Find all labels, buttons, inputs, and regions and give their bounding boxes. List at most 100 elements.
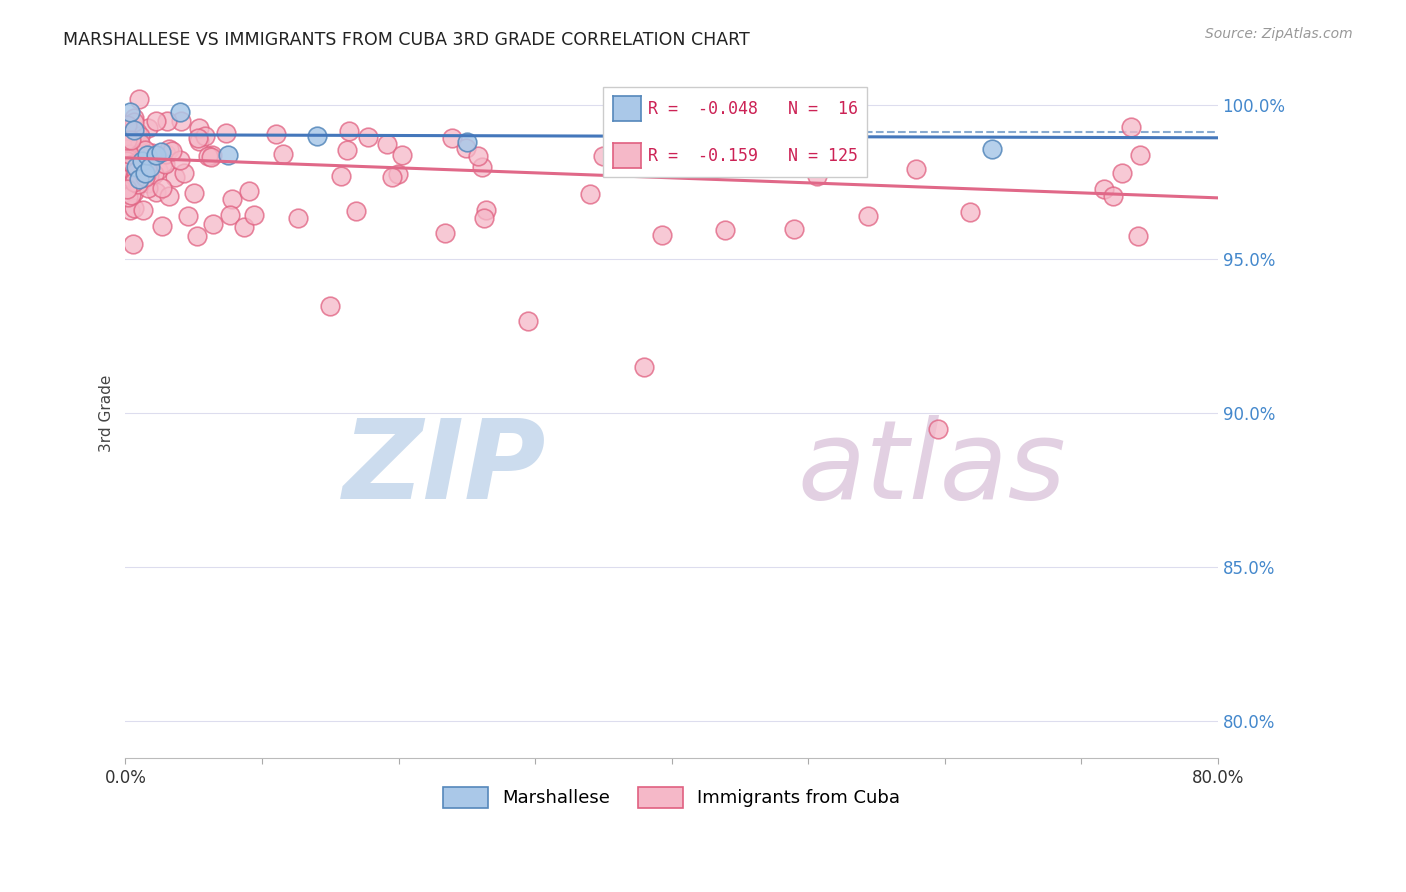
Point (471, 160, 494, 174)
Point (145, 147, 167, 161)
Point (124, 111, 146, 125)
Point (118, 104, 141, 119)
Point (124, 114, 146, 128)
Point (232, 220, 254, 235)
Point (1129, 148, 1152, 162)
Point (456, 136, 478, 150)
Point (177, 209, 200, 223)
Point (592, 149, 614, 163)
Point (221, 193, 243, 207)
Point (121, 237, 143, 252)
Point (136, 147, 159, 161)
Point (1126, 229, 1149, 244)
Point (138, 163, 160, 178)
Point (132, 202, 155, 217)
Point (157, 142, 180, 156)
Point (129, 129, 152, 144)
Point (305, 129, 328, 144)
Point (319, 299, 342, 313)
Point (155, 157, 177, 171)
Point (115, 153, 138, 168)
Point (138, 169, 160, 184)
Point (120, 170, 142, 185)
Point (202, 217, 225, 231)
Point (375, 136, 398, 151)
Point (122, 201, 145, 215)
Point (131, 169, 153, 183)
Point (217, 147, 239, 161)
Point (579, 187, 602, 202)
Point (783, 221, 806, 235)
Text: MARSHALLESE VS IMMIGRANTS FROM CUBA 3RD GRADE CORRELATION CHART: MARSHALLESE VS IMMIGRANTS FROM CUBA 3RD … (63, 31, 749, 49)
Point (187, 121, 209, 136)
Point (173, 166, 195, 180)
Point (287, 211, 309, 225)
Point (651, 227, 673, 242)
Text: R =  -0.048   N =  16: R = -0.048 N = 16 (648, 100, 858, 118)
Point (454, 141, 477, 155)
Point (128, 172, 150, 186)
Point (134, 166, 156, 180)
Point (472, 211, 495, 226)
Point (200, 150, 222, 164)
Point (858, 209, 880, 223)
Point (187, 130, 209, 145)
Point (517, 314, 540, 328)
Point (238, 184, 260, 198)
Point (128, 136, 150, 151)
Point (219, 207, 242, 221)
Point (1092, 181, 1115, 195)
Point (799, 160, 821, 174)
Point (118, 159, 141, 173)
Point (120, 187, 142, 202)
Point (150, 181, 173, 195)
Point (754, 156, 776, 170)
Point (1119, 120, 1142, 135)
Point (125, 129, 148, 144)
Point (357, 130, 380, 145)
Text: ZIP: ZIP (343, 415, 546, 522)
Point (115, 118, 138, 132)
Point (120, 133, 142, 147)
Point (117, 190, 139, 204)
Point (125, 160, 148, 174)
Text: atlas: atlas (797, 415, 1066, 522)
Point (136, 120, 159, 135)
Point (125, 125, 148, 139)
Point (149, 145, 172, 159)
Point (1111, 166, 1133, 180)
Point (122, 175, 145, 189)
Point (905, 162, 928, 177)
Point (330, 169, 353, 183)
Point (1102, 189, 1125, 203)
Point (132, 146, 155, 161)
Point (128, 92, 150, 106)
Point (197, 149, 219, 163)
Point (806, 169, 828, 184)
Point (169, 104, 191, 119)
Point (157, 189, 180, 203)
Point (132, 166, 155, 180)
Point (136, 157, 159, 171)
Point (118, 203, 141, 218)
Text: R =  -0.159   N = 125: R = -0.159 N = 125 (648, 146, 858, 164)
Point (169, 153, 191, 167)
Point (387, 167, 409, 181)
Point (120, 132, 142, 146)
Point (120, 127, 142, 141)
Point (131, 153, 153, 168)
Point (146, 163, 169, 178)
Point (134, 143, 156, 157)
Point (271, 147, 294, 161)
Point (136, 176, 159, 190)
Point (155, 147, 177, 161)
Point (183, 186, 205, 200)
Point (115, 162, 138, 177)
Point (337, 124, 360, 138)
Point (243, 208, 266, 222)
Point (381, 170, 404, 185)
Point (136, 181, 159, 195)
Point (117, 152, 139, 166)
Point (467, 148, 489, 162)
Point (115, 182, 138, 196)
